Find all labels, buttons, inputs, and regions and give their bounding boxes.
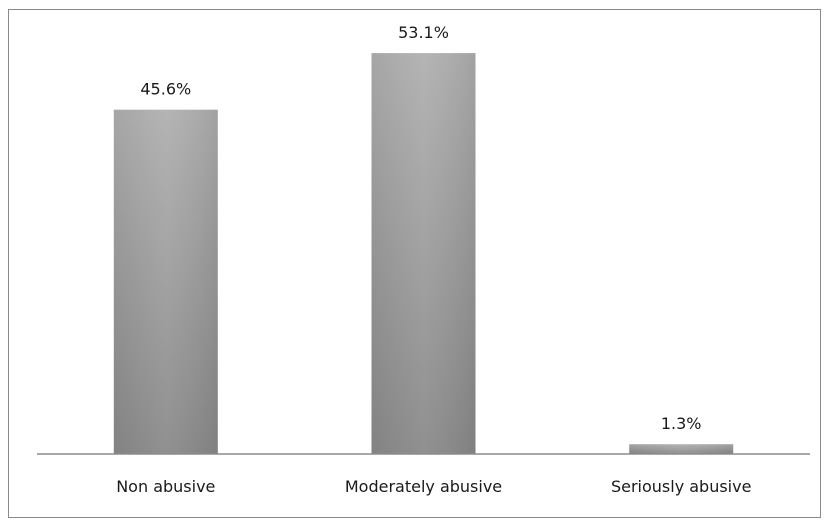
category-label: Seriously abusive [611,477,751,496]
data-label: 53.1% [398,23,449,42]
category-label: Moderately abusive [345,477,502,496]
bar-shade [113,109,218,454]
bar-shade [629,444,734,454]
data-label: 1.3% [661,414,702,433]
labels-group: 45.6% Non abusive 53.1% Moderately abusive 1… [116,23,751,496]
bars-group [113,53,734,454]
bar-shade [371,53,476,454]
data-label: 45.6% [140,80,191,99]
category-label: Non abusive [116,477,215,496]
